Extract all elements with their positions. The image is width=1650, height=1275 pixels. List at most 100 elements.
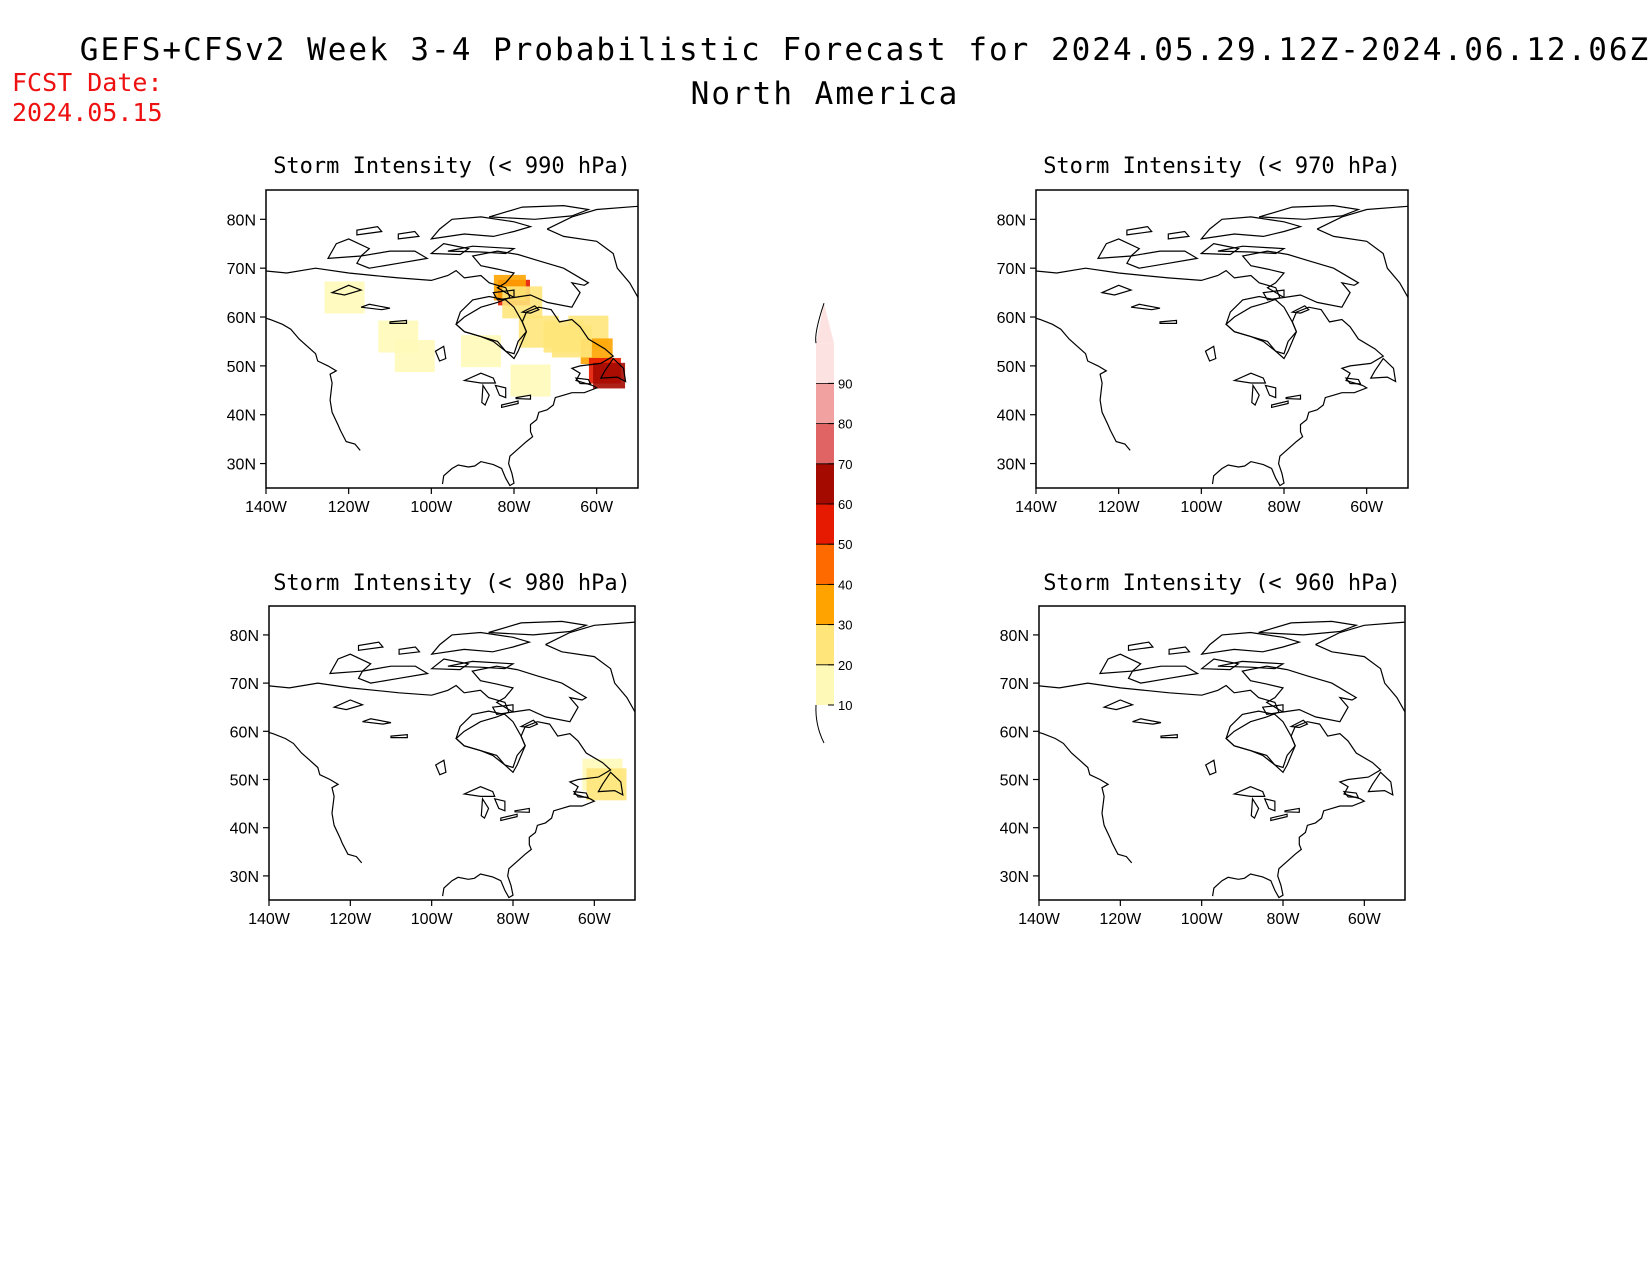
colorbar-tick-label: 10 <box>838 698 852 713</box>
probability-cell <box>586 768 627 801</box>
coastline-segment <box>1204 345 1217 362</box>
coastline-segment <box>488 620 589 636</box>
lon-tick-label: 80W <box>498 499 532 516</box>
coastline-segment <box>1127 641 1155 651</box>
coastline-segment <box>430 658 470 671</box>
coastline-segment <box>1315 621 1405 646</box>
lon-tick-label: 120W <box>1098 499 1141 516</box>
coastline-segment <box>1344 377 1362 385</box>
lat-tick-label: 80N <box>227 212 256 229</box>
lon-tick-label: 140W <box>1015 499 1058 516</box>
coastline-segment <box>519 719 539 729</box>
coastline-segment <box>1241 665 1358 723</box>
coastline-segment <box>1167 230 1191 240</box>
colorbar-swatch <box>816 504 834 545</box>
colorbar-bottom-edge <box>815 704 825 744</box>
coastline-segment <box>1250 796 1260 820</box>
coastline-segment <box>1232 372 1267 384</box>
coastline-segment <box>1271 400 1289 409</box>
coastline-segment <box>1199 216 1303 240</box>
coastline-segment <box>429 243 470 256</box>
coastline-segment <box>1126 250 1199 269</box>
coastline-segment <box>599 357 627 383</box>
coastline-segment <box>266 267 615 487</box>
probability-cell <box>460 335 501 368</box>
coastline-segment <box>430 631 532 656</box>
coastline-segment <box>500 813 518 822</box>
coastline-segment <box>1367 771 1394 796</box>
coastline-segment <box>1102 699 1135 711</box>
lon-tick-label: 140W <box>1018 911 1061 928</box>
map-frame <box>1035 189 1409 489</box>
coastline-segment <box>574 377 592 385</box>
coastline-segment <box>546 228 638 299</box>
lat-tick-label: 80N <box>1000 628 1029 645</box>
forecast-date-label: FCST Date: <box>12 68 163 97</box>
coastline-segment <box>269 682 612 899</box>
coastline-segment <box>269 731 363 864</box>
coastline-segment <box>471 665 588 723</box>
lat-tick-label: 40N <box>1000 821 1029 838</box>
lat-tick-label: 50N <box>227 359 256 376</box>
colorbar: 10 20 30 40 50 60 70 80 90 <box>815 303 852 744</box>
lat-tick-label: 80N <box>997 212 1026 229</box>
coastline-segment <box>471 250 590 308</box>
coastline-segment <box>1098 653 1142 675</box>
lon-tick-label: 80W <box>1268 499 1302 516</box>
coastline-segment <box>356 250 429 269</box>
lon-tick-label: 80W <box>1267 911 1301 928</box>
lon-tick-label: 60W <box>578 911 612 928</box>
probability-cell <box>324 281 365 314</box>
colorbar-tick-label: 60 <box>838 497 852 512</box>
colorbar-swatch <box>816 584 834 625</box>
coastline-segment <box>546 205 638 230</box>
probability-cell <box>394 340 435 373</box>
map-frame <box>265 189 639 489</box>
colorbar-swatch <box>816 423 834 464</box>
lat-tick-label: 70N <box>230 676 259 693</box>
coastline-segment <box>1126 225 1153 236</box>
coastline-segment <box>455 295 528 355</box>
colorbar-swatch <box>816 544 834 585</box>
lat-tick-label: 30N <box>230 869 259 886</box>
coastline-segment <box>357 641 385 651</box>
coastline-segment <box>1036 317 1131 451</box>
coastline-segment <box>1159 319 1178 324</box>
lat-tick-label: 40N <box>227 408 256 425</box>
coastline-segment <box>1342 790 1360 798</box>
coastline-segment <box>1199 243 1240 256</box>
coastline-segment <box>1200 658 1240 671</box>
map-frame <box>268 605 636 901</box>
coastline-segment <box>1270 813 1288 822</box>
coastline-segment <box>1262 289 1285 301</box>
coastline-segment <box>1127 665 1200 684</box>
coastline-segment <box>514 807 530 813</box>
lat-tick-label: 40N <box>230 821 259 838</box>
coastline-segment <box>493 797 506 812</box>
coastline-segment <box>572 790 590 798</box>
lon-tick-label: 100W <box>1180 499 1223 516</box>
colorbar-tick-label: 80 <box>838 417 852 432</box>
lat-tick-label: 60N <box>227 310 256 327</box>
panel-title: Storm Intensity (< 970 hPa) <box>1043 154 1401 179</box>
coastline-segment <box>326 238 371 260</box>
coastline-segment <box>1130 303 1161 311</box>
coastline-segment <box>360 303 391 311</box>
coastline-segment <box>1241 250 1360 308</box>
coastlines <box>269 620 635 899</box>
lat-tick-label: 60N <box>1000 724 1029 741</box>
coastline-segment <box>1225 295 1298 355</box>
colorbar-tick-label: 20 <box>838 658 852 673</box>
coastline-segment <box>330 284 363 296</box>
colorbar-tick-label: 30 <box>838 618 852 633</box>
map-panel: Storm Intensity (< 990 hPa) 30N 40N 50N 60N 7… <box>227 154 639 516</box>
lat-tick-label: 60N <box>230 724 259 741</box>
coastline-segment <box>389 319 408 324</box>
coastline-segment <box>462 786 496 797</box>
coastline-segment <box>1315 644 1405 714</box>
coastline-segment <box>1096 238 1141 260</box>
coastline-segment <box>489 204 591 220</box>
coastline-segment <box>1232 786 1266 797</box>
coastline-segment <box>1039 682 1382 899</box>
lon-tick-label: 140W <box>248 911 291 928</box>
